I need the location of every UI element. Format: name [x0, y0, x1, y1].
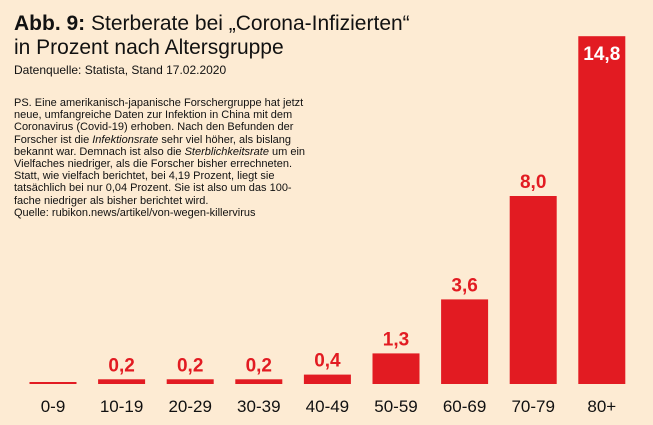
- bar-60-69: [441, 299, 489, 384]
- note-source: Quelle: rubikon.news/artikel/von-wegen-k…: [14, 206, 256, 219]
- category-label-0-9: 0-9: [41, 397, 66, 416]
- value-label-20-29: 0,2: [177, 355, 203, 376]
- bar-80+: [578, 36, 626, 384]
- category-label-50-59: 50-59: [374, 397, 417, 416]
- value-label-70-79: 8,0: [520, 172, 546, 193]
- category-label-70-79: 70-79: [511, 397, 554, 416]
- chart-title-line-2: in Prozent nach Altersgruppe: [14, 36, 284, 59]
- note-text-3: um ein Viel­faches niedriger, als die Fo…: [14, 145, 306, 207]
- value-label-60-69: 3,6: [451, 275, 477, 296]
- category-label-60-69: 60-69: [443, 397, 486, 416]
- data-source: Datenquelle: Statista, Stand 17.02.2020: [14, 63, 227, 77]
- chart-title-part-1: Sterberate bei „Corona-Infizierten“: [91, 12, 410, 35]
- category-label-10-19: 10-19: [100, 397, 143, 416]
- chart-title-line-1: Abb. 9: Sterberate bei „Corona-Infiziert…: [14, 12, 410, 36]
- note-italic-infektionsrate: Infektions­rate: [92, 133, 159, 146]
- value-label-30-39: 0,2: [246, 355, 272, 376]
- value-label-50-59: 1,3: [383, 329, 409, 350]
- note-text-2: sehr viel höher, als bislang bekannt war…: [14, 133, 291, 158]
- bar-40-49: [303, 374, 351, 384]
- bar-20-29: [166, 379, 214, 384]
- figure-label: Abb. 9:: [14, 12, 86, 35]
- bar-0-9: [29, 382, 77, 384]
- bar-70-79: [509, 196, 557, 384]
- bar-10-19: [98, 379, 146, 384]
- category-label-40-49: 40-49: [306, 397, 349, 416]
- category-label-30-39: 30-39: [237, 397, 280, 416]
- note-paragraph: PS. Eine amerikanisch-japanische Forsche…: [14, 97, 314, 219]
- category-label-80+: 80+: [587, 397, 616, 416]
- category-label-20-29: 20-29: [168, 397, 211, 416]
- value-label-10-19: 0,2: [108, 355, 134, 376]
- value-label-40-49: 0,4: [314, 351, 341, 372]
- note-text-1: PS. Eine amerikanisch-japanische Forsche…: [14, 97, 304, 146]
- bar-50-59: [372, 353, 420, 384]
- note-italic-sterblichkeitsrate: Sterblichkeitsrate: [184, 145, 269, 158]
- value-label-80+: 14,8: [583, 44, 620, 65]
- bar-30-39: [235, 379, 283, 384]
- title-block: Abb. 9: Sterberate bei „Corona-Infiziert…: [14, 12, 410, 60]
